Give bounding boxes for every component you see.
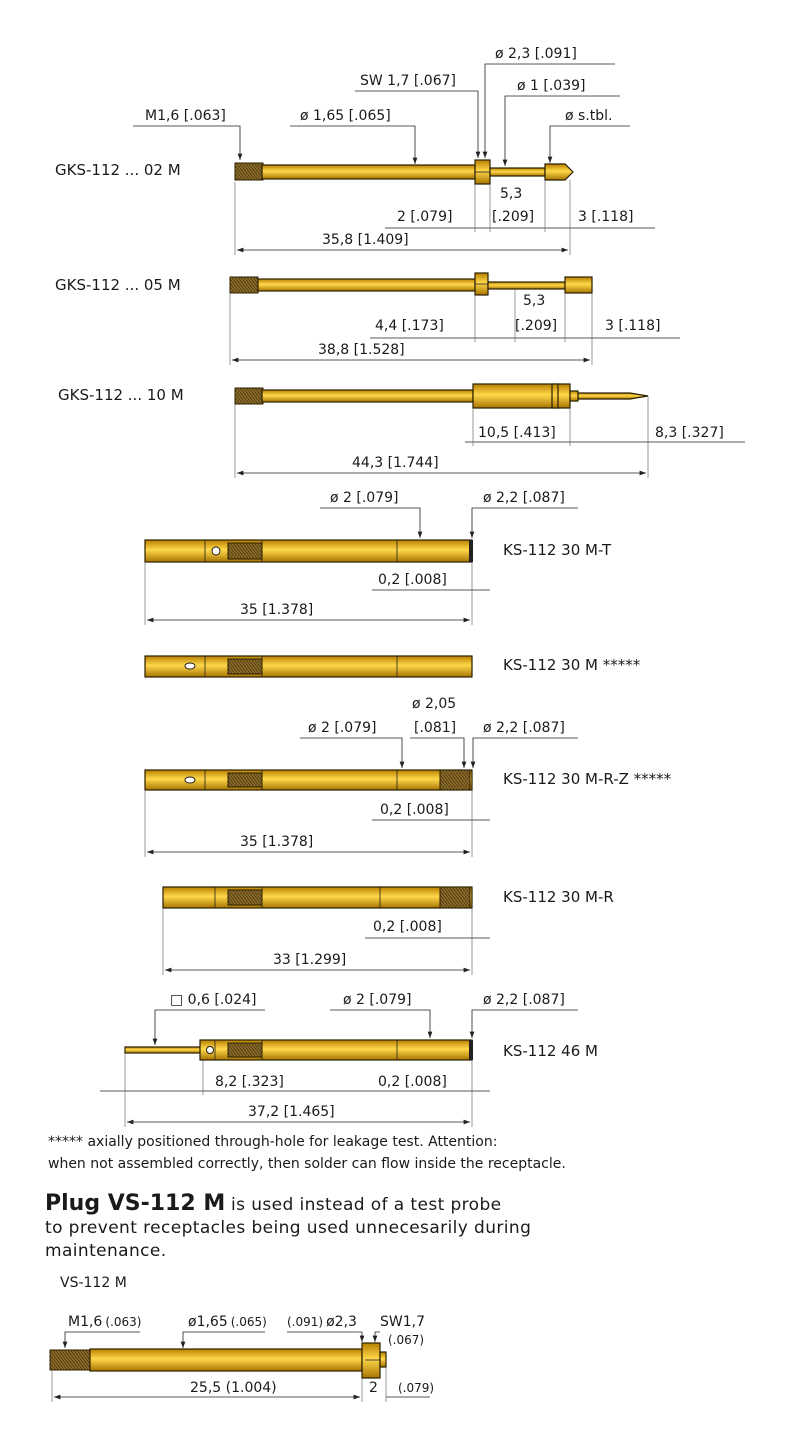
- dim-d23: (.091) ø2,3: [287, 1314, 357, 1330]
- dim-8-2: 8,2 [.323]: [215, 1074, 284, 1090]
- dim-tip: ø s.tbl.: [565, 108, 612, 124]
- plug-paragraph-line-2: to prevent receptacles being used unnece…: [45, 1218, 531, 1238]
- dim-5-3: 5,3: [500, 186, 522, 202]
- dim-d22: ø 2,2 [.087]: [483, 490, 565, 506]
- dim-square: □ 0,6 [.024]: [170, 992, 257, 1008]
- footnote-line-2: when not assembled correctly, then solde…: [48, 1156, 566, 1172]
- dim-m16: M1,6 (.063): [68, 1314, 141, 1330]
- dim-total: 25,5 (1.004): [190, 1380, 277, 1396]
- dim-5-3-inch: [.209]: [515, 318, 557, 334]
- dim-3: 3 [.118]: [605, 318, 660, 334]
- dim-d205: ø 2,05: [412, 696, 456, 712]
- dim-sw: SW 1,7 [.067]: [360, 73, 456, 89]
- dim-5-3: 5,3: [523, 293, 545, 309]
- dim-d2: ø 2 [.079]: [308, 720, 376, 736]
- dim-8-3: 8,3 [.327]: [655, 425, 724, 441]
- dim-d22: ø 2,2 [.087]: [483, 720, 565, 736]
- dim-thread: M1,6 [.063]: [145, 108, 226, 124]
- dim-d2: ø 2 [.079]: [343, 992, 411, 1008]
- part-label: KS-112 30 M-R-Z *****: [503, 770, 672, 788]
- receptacle-ks-112-46m: KS-112 46 M □ 0,6 [.024] ø 2 [.079] ø 2,…: [100, 992, 598, 1127]
- footnote-line-1: ***** axially positioned through-hole fo…: [48, 1134, 497, 1150]
- plug-title: Plug VS-112 M: [45, 1191, 225, 1216]
- part-label: KS-112 46 M: [503, 1042, 598, 1060]
- dim-0-2: 0,2 [.008]: [378, 1074, 447, 1090]
- dim-total: 35 [1.378]: [240, 834, 313, 850]
- dim-diameter: ø 1,65 [.065]: [300, 108, 391, 124]
- part-label: GKS-112 ... 02 M: [55, 161, 181, 179]
- dim-d1: ø 1 [.039]: [517, 78, 585, 94]
- part-label: KS-112 30 M-R: [503, 888, 614, 906]
- dim-total: 37,2 [1.465]: [248, 1104, 335, 1120]
- dim-2-inch: (.079): [398, 1381, 434, 1395]
- probe-gks-112-05m: GKS-112 ... 05 M 5,3 [.209] 4,4 [.173] 3…: [55, 272, 680, 365]
- dim-total: 44,3 [1.744]: [352, 455, 439, 471]
- dim-3: 3 [.118]: [578, 209, 633, 225]
- vs-label: VS-112 M: [60, 1275, 127, 1291]
- probe-gks-112-10m: GKS-112 ... 10 M 10,5 [.413] 8,3 [.327] …: [58, 383, 745, 478]
- plug-paragraph-line-3: maintenance.: [45, 1241, 167, 1261]
- plug-text: is used instead of a test probe: [225, 1195, 501, 1215]
- dim-d205-inch: [.081]: [414, 720, 456, 736]
- dim-total: 33 [1.299]: [273, 952, 346, 968]
- dim-d23: ø 2,3 [.091]: [495, 46, 577, 62]
- dim-sw: SW1,7: [380, 1314, 425, 1330]
- dim-0-2: 0,2 [.008]: [380, 802, 449, 818]
- dim-total: 38,8 [1.528]: [318, 342, 405, 358]
- part-label: GKS-112 ... 05 M: [55, 276, 181, 294]
- part-label: KS-112 30 M *****: [503, 656, 641, 674]
- dim-d2: ø 2 [.079]: [330, 490, 398, 506]
- receptacle-ks-112-30m-r: KS-112 30 M-R 0,2 [.008] 33 [1.299]: [162, 886, 614, 975]
- dim-5-3-inch: [.209]: [492, 209, 534, 225]
- plug-vs-112m: M1,6 (.063) ø1,65 (.065) (.091) ø2,3 SW1,7 …: [49, 1314, 434, 1402]
- dim-0-2: 0,2 [.008]: [373, 919, 442, 935]
- dim-2: 2: [369, 1380, 378, 1396]
- dim-d165: ø1,65 (.065): [188, 1314, 267, 1330]
- dim-2: 2 [.079]: [397, 209, 452, 225]
- receptacle-ks-112-30m-r-z: KS-112 30 M-R-Z ***** ø 2,05 [.081] ø 2 …: [144, 696, 672, 857]
- part-label: KS-112 30 M-T: [503, 541, 612, 559]
- plug-paragraph-line-1: Plug VS-112 M is used instead of a test …: [45, 1191, 502, 1216]
- dim-sw-inch: (.067): [388, 1333, 424, 1347]
- dim-10-5: 10,5 [.413]: [478, 425, 556, 441]
- dim-total: 35 [1.378]: [240, 602, 313, 618]
- dim-4-4: 4,4 [.173]: [375, 318, 444, 334]
- dim-0-2: 0,2 [.008]: [378, 572, 447, 588]
- receptacle-ks-112-30m: KS-112 30 M *****: [144, 655, 641, 678]
- dim-total: 35,8 [1.409]: [322, 232, 409, 248]
- receptacle-ks-112-30m-t: KS-112 30 M-T ø 2 [.079] ø 2,2 [.087] 0,…: [144, 490, 612, 625]
- part-label: GKS-112 ... 10 M: [58, 386, 184, 404]
- dim-d22: ø 2,2 [.087]: [483, 992, 565, 1008]
- probe-gks-112-02m: GKS-112 ... 02 M M1,6 [.063] ø 1,65 [.06…: [55, 46, 655, 255]
